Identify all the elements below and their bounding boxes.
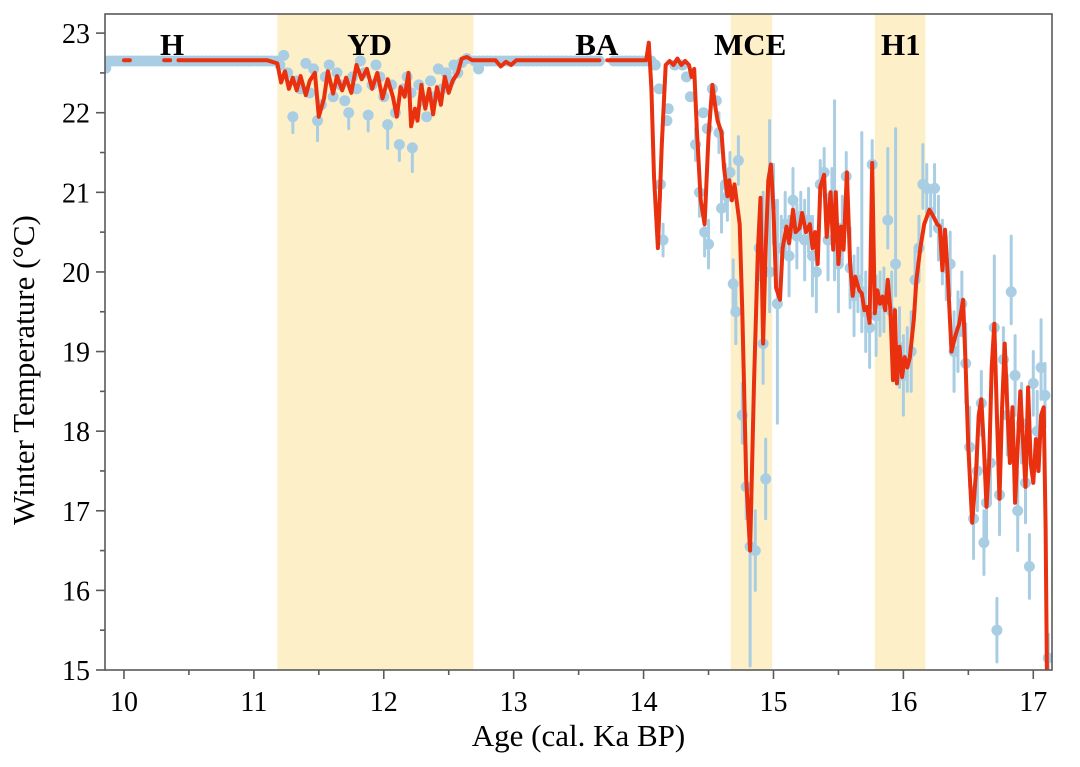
data-point	[287, 111, 299, 123]
data-point	[1023, 561, 1035, 573]
y-tick-label: 15	[62, 656, 90, 687]
data-point	[1035, 361, 1047, 373]
data-point	[818, 166, 830, 178]
data-point	[799, 234, 811, 246]
data-point	[406, 142, 418, 154]
data-point	[1039, 389, 1051, 401]
data-point	[421, 111, 433, 123]
data-point	[727, 278, 739, 290]
data-point	[473, 63, 485, 75]
data-point	[783, 250, 795, 262]
y-tick-label: 18	[62, 417, 90, 448]
y-tick-label: 17	[62, 497, 90, 528]
period-label-h: H	[160, 27, 184, 62]
data-point	[425, 75, 437, 87]
data-point	[730, 306, 742, 318]
y-tick-label: 16	[62, 576, 90, 607]
data-point	[382, 119, 394, 131]
data-point	[331, 67, 343, 79]
plot-area	[105, 40, 1052, 670]
data-point	[697, 107, 709, 119]
data-point	[370, 59, 382, 71]
data-point	[787, 194, 799, 206]
y-tick-label: 22	[62, 99, 90, 130]
data-point	[1027, 377, 1039, 389]
period-label-yd: YD	[347, 27, 392, 62]
data-point	[890, 258, 902, 270]
data-point	[278, 49, 290, 61]
x-tick-label: 15	[759, 687, 787, 718]
data-point	[684, 91, 696, 103]
axes: 10 11 12 13 14 15 16 17 15 16 17 18 19 20 21 22 23 Age (c…	[6, 19, 1047, 753]
data-point	[749, 545, 761, 557]
data-point	[760, 473, 772, 485]
data-point	[732, 154, 744, 166]
data-point	[323, 59, 335, 71]
data-point	[105, 62, 112, 74]
y-tick-label: 23	[62, 19, 90, 50]
data-point	[649, 59, 661, 71]
x-tick-label: 17	[1019, 687, 1047, 718]
event-bands	[277, 14, 926, 670]
data-point	[393, 139, 405, 151]
data-point	[929, 182, 941, 194]
x-axis-label: Age (cal. Ka BP)	[472, 718, 686, 753]
data-point	[300, 57, 312, 69]
period-label-mce: MCE	[714, 27, 786, 62]
x-tick-label: 16	[889, 687, 917, 718]
data-point	[1012, 505, 1024, 517]
x-tick-label: 11	[240, 687, 267, 718]
period-label-h1: H1	[881, 27, 921, 62]
y-axis-label: Winter Temperature (°C)	[6, 215, 41, 525]
data-point	[339, 95, 351, 107]
data-point	[327, 91, 339, 103]
y-tick-label: 20	[62, 258, 90, 289]
data-point	[1009, 369, 1021, 381]
y-tick-label: 21	[62, 178, 90, 209]
x-tick-label: 13	[500, 687, 528, 718]
y-tick-label: 19	[62, 338, 90, 369]
data-point	[991, 624, 1003, 636]
data-point	[1005, 286, 1017, 298]
period-label-ba: BA	[575, 27, 619, 62]
data-point	[864, 322, 876, 334]
data-point	[921, 182, 933, 194]
data-point	[657, 234, 669, 246]
data-point	[699, 226, 711, 238]
data-point	[343, 107, 355, 119]
band-yd	[277, 14, 474, 670]
x-tick-label: 10	[110, 687, 138, 718]
data-point	[724, 166, 736, 178]
data-point	[653, 83, 665, 95]
data-point	[703, 238, 715, 250]
x-tick-label: 12	[370, 687, 398, 718]
data-point	[716, 202, 728, 214]
x-tick-label: 14	[630, 687, 658, 718]
data-point	[810, 266, 822, 278]
smoothed-line	[122, 40, 1049, 670]
data-point	[362, 109, 374, 121]
data-point	[882, 214, 894, 226]
data-point	[978, 537, 990, 549]
